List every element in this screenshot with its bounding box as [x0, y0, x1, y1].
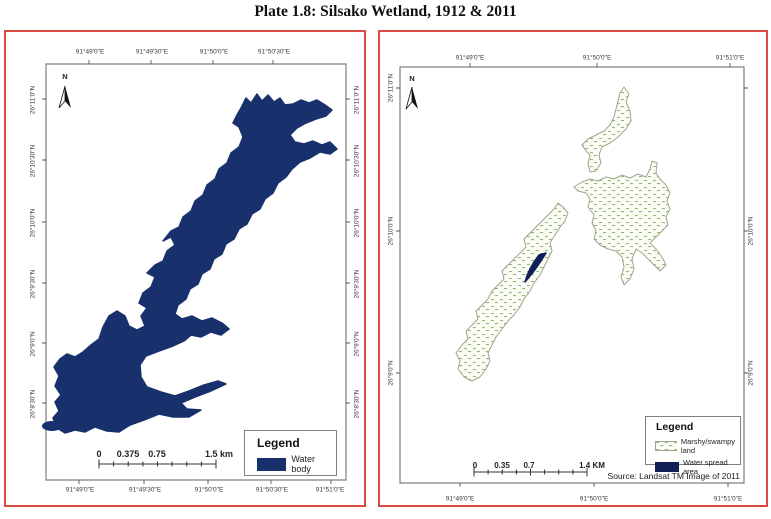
lon-label: 91°49'0"E: [75, 48, 105, 56]
scale-label: 0.7: [523, 461, 535, 470]
lon-label: 91°50'30"E: [255, 486, 289, 494]
scale-label: 0: [96, 449, 102, 459]
lat-label: 26°9'0"N: [747, 360, 755, 386]
map-panel-2011: N 91°49'0"E 91°50'0"E 91°51'0"E 91°49'0"…: [378, 30, 768, 507]
legend-label: Water body: [291, 454, 315, 474]
lon-label: 91°51'0"E: [713, 495, 743, 503]
map-frame: [45, 63, 347, 481]
lon-label: 91°49'0"E: [445, 495, 475, 503]
figure-title: Plate 1.8: Silsako Wetland, 1912 & 2011: [254, 3, 517, 20]
marsh-shape-east: [573, 160, 671, 286]
map-1912: [42, 60, 350, 484]
north-label: N: [409, 74, 415, 83]
legend-box: Legend Water body: [244, 430, 337, 476]
lat-label: 26°10'0"N: [747, 216, 755, 246]
lon-label: 91°51'0"E: [715, 54, 745, 62]
lat-label: 26°10'0"N: [353, 208, 361, 238]
legend-title: Legend: [656, 421, 694, 433]
north-label: N: [62, 72, 68, 81]
lat-label: 26°11'0"N: [353, 85, 361, 115]
legend-swatch-water-body: [257, 457, 287, 471]
lat-label: 26°9'30"N: [29, 269, 37, 299]
source-note: Source: Landsat TM Image of 2011: [607, 471, 740, 481]
legend-label: Water spread area: [682, 458, 728, 476]
lon-label: 91°49'0"E: [455, 54, 485, 62]
lat-label: 26°8'30"N: [353, 389, 361, 419]
lon-label: 91°50'0"E: [579, 495, 609, 503]
legend-box: Legend Marshy/swampy land Water: [645, 416, 741, 476]
lon-label: 91°49'30"E: [135, 48, 169, 56]
marsh-shape-southwest: [455, 202, 569, 382]
graticule-ticks: [42, 60, 350, 484]
scale-label: 1.4 KM: [579, 461, 605, 470]
lon-label: 91°51'0"E: [315, 486, 345, 494]
north-arrow-icon: [405, 86, 418, 110]
lat-label: 26°9'0"N: [29, 331, 37, 357]
lat-label: 26°10'0"N: [387, 216, 395, 246]
lon-label: 91°50'0"E: [582, 54, 612, 62]
marsh-shape-north: [581, 86, 632, 173]
map-2011: [396, 63, 748, 487]
lat-label: 26°9'30"N: [353, 269, 361, 299]
water-body-shape: [52, 93, 338, 434]
lon-label: 91°49'30"E: [128, 486, 162, 494]
lat-label: 26°10'30"N: [29, 144, 37, 178]
legend-swatch-marsh: [655, 441, 677, 451]
lat-label: 26°11'0"N: [29, 85, 37, 115]
lat-label: 26°10'30"N: [353, 144, 361, 178]
map-panel-1912: N 91°49'0"E 91°49'30"E 91°50'0"E 91°50'3…: [4, 30, 366, 507]
legend-label: Marshy/swampy land: [680, 437, 736, 455]
north-arrow-icon: [58, 85, 71, 109]
lon-label: 91°50'0"E: [199, 48, 229, 56]
scale-bar: [98, 459, 217, 469]
scale-label: 0: [472, 461, 478, 470]
lon-label: 91°50'0"E: [194, 486, 224, 494]
lat-label: 26°10'0"N: [29, 208, 37, 238]
lon-label: 91°49'0"E: [65, 486, 95, 494]
graticule-ticks: [396, 63, 748, 487]
scale-label: 0.75: [148, 449, 166, 459]
water-spread-shape: [524, 252, 547, 283]
scale-label: 0.35: [494, 461, 510, 470]
map-frame: [399, 66, 745, 484]
lat-label: 26°11'0"N: [387, 73, 395, 103]
lon-label: 91°50'30"E: [257, 48, 291, 56]
lat-label: 26°8'30"N: [29, 389, 37, 419]
scale-bar: [473, 467, 588, 477]
lat-label: 26°9'0"N: [387, 360, 395, 386]
water-body-islet: [42, 421, 62, 431]
legend-swatch-water-spread: [655, 462, 679, 472]
scale-label: 0.375: [116, 449, 140, 459]
scale-label: 1.5 km: [204, 449, 234, 459]
legend-title: Legend: [257, 436, 300, 450]
lat-label: 26°9'0"N: [353, 331, 361, 357]
